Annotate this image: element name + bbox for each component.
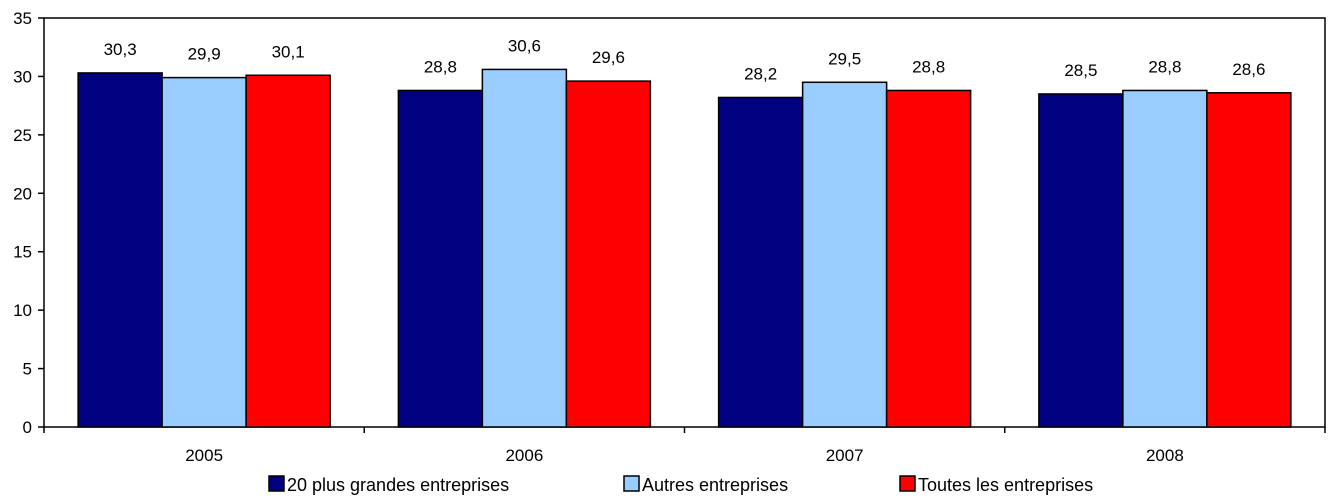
y-tick-label: 30 xyxy=(13,67,32,86)
data-label: 29,6 xyxy=(592,48,625,67)
data-label: 28,8 xyxy=(912,57,945,76)
legend-swatch-1 xyxy=(268,475,285,492)
y-tick-label: 0 xyxy=(23,418,32,437)
legend: 20 plus grandes entreprises Autres entrep… xyxy=(268,475,1093,495)
legend-label-3: Toutes les entreprises xyxy=(918,475,1093,495)
y-tick-label: 10 xyxy=(13,301,32,320)
y-tick-label: 15 xyxy=(13,243,32,262)
bar-2005-series-2 xyxy=(161,76,247,428)
bar-2007-series-2 xyxy=(801,81,888,428)
bar-2008-series-2 xyxy=(1122,89,1208,428)
bar-2005-series-1 xyxy=(77,72,163,428)
bar-2007-series-3 xyxy=(885,89,972,428)
data-label: 28,8 xyxy=(424,57,457,76)
legend-label-1: 20 plus grandes entreprises xyxy=(287,475,509,495)
data-label: 28,2 xyxy=(744,64,777,83)
legend-label-2: Autres entreprises xyxy=(642,475,788,495)
data-label: 28,5 xyxy=(1064,61,1097,80)
data-label: 29,9 xyxy=(188,45,221,64)
bar-2006-series-2 xyxy=(481,68,568,428)
data-label: 28,8 xyxy=(1148,57,1181,76)
y-tick-label: 20 xyxy=(13,184,32,203)
bar-2008-series-1 xyxy=(1038,93,1124,428)
y-tick-label: 35 xyxy=(13,9,32,28)
bar-2007-series-1 xyxy=(717,96,804,428)
x-category-label: 2006 xyxy=(505,446,543,465)
data-label: 30,6 xyxy=(508,36,541,55)
y-tick-label: 25 xyxy=(13,126,32,145)
legend-swatch-3 xyxy=(899,475,916,492)
data-label: 29,5 xyxy=(828,49,861,68)
x-category-label: 2005 xyxy=(185,446,223,465)
plot-area: 0 5 10 15 20 25 30 35 30,3 29,9 30,1 2005 28,8 30,6 29… xyxy=(13,9,1326,465)
data-label: 30,1 xyxy=(272,42,305,61)
legend-swatch-2 xyxy=(623,475,640,492)
data-label: 30,3 xyxy=(104,40,137,59)
x-category-label: 2007 xyxy=(826,446,864,465)
bar-2005-series-3 xyxy=(245,74,331,428)
data-label: 28,6 xyxy=(1232,60,1265,79)
bar-2008-series-3 xyxy=(1206,92,1292,428)
x-category-label: 2008 xyxy=(1146,446,1184,465)
bar-2006-series-1 xyxy=(397,89,484,428)
bar-2006-series-3 xyxy=(565,80,652,428)
y-tick-label: 5 xyxy=(23,360,32,379)
